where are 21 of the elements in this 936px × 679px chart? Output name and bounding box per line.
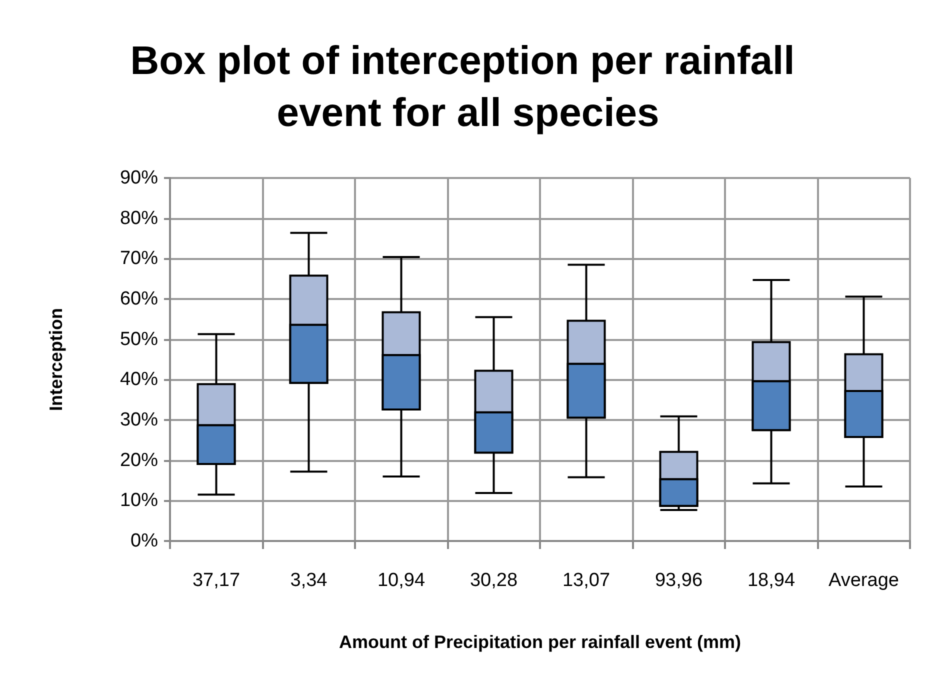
- x-tick-label: 93,96: [654, 570, 703, 591]
- x-tick-label: 37,17: [192, 570, 240, 591]
- x-tick-label: 10,94: [377, 570, 426, 591]
- x-tick-label: 18,94: [747, 570, 796, 591]
- x-axis-title: Amount of Precipitation per rainfall event (mm): [338, 632, 742, 652]
- x-tick-label: 30,28: [470, 570, 518, 591]
- y-tick-label: 70%: [120, 248, 158, 270]
- y-tick-label: 10%: [120, 490, 158, 512]
- x-tick-label: Average: [828, 570, 899, 591]
- y-tick-label: 40%: [120, 369, 158, 390]
- y-tick-label: 50%: [120, 328, 158, 350]
- y-axis-title: Interception: [46, 308, 66, 412]
- x-tick-label: 13,07: [562, 570, 610, 591]
- x-tick-label: 3,34: [290, 570, 328, 591]
- y-tick-label: 60%: [120, 288, 158, 310]
- y-tick-label: 20%: [120, 450, 158, 471]
- y-tick-label: 30%: [120, 410, 158, 430]
- y-tick-label: 0%: [130, 530, 158, 552]
- y-tick-label: 80%: [120, 208, 158, 229]
- chart-title: Box plot of interception per rainfall event for all species: [130, 39, 806, 135]
- y-tick-label: 90%: [120, 168, 158, 188]
